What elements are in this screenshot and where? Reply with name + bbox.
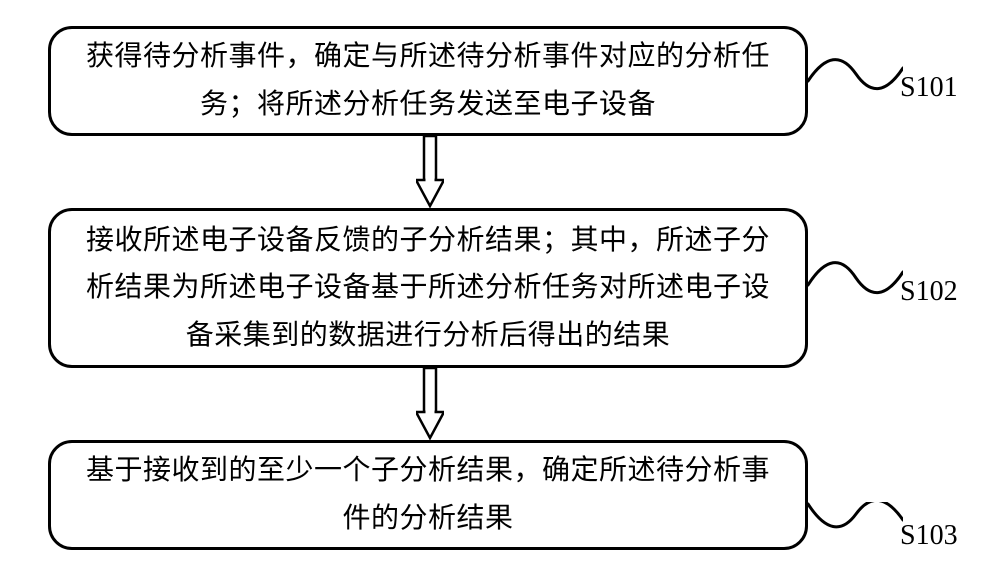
flow-node-text: 基于接收到的至少一个子分析结果，确定所述待分析事件的分析结果 [81,447,775,542]
flow-node-s101: 获得待分析事件，确定与所述待分析事件对应的分析任务；将所述分析任务发送至电子设备 [48,26,808,136]
connector-curve-s102 [808,250,903,312]
step-label-s102: S102 [900,276,958,308]
step-label-s101: S101 [900,72,958,104]
flowchart-canvas: 获得待分析事件，确定与所述待分析事件对应的分析任务；将所述分析任务发送至电子设备… [0,0,1000,586]
flow-node-s102: 接收所述电子设备反馈的子分析结果；其中，所述子分析结果为所述电子设备基于所述分析… [48,208,808,368]
step-label-s103: S103 [900,520,958,552]
flow-node-s103: 基于接收到的至少一个子分析结果，确定所述待分析事件的分析结果 [48,440,808,550]
flow-node-text: 接收所述电子设备反馈的子分析结果；其中，所述子分析结果为所述电子设备基于所述分析… [81,217,775,360]
flow-node-text: 获得待分析事件，确定与所述待分析事件对应的分析任务；将所述分析任务发送至电子设备 [81,33,775,128]
connector-curve-s101 [808,48,903,108]
flow-arrow [416,368,444,440]
flow-arrow [416,136,444,208]
connector-curve-s103 [808,502,903,558]
